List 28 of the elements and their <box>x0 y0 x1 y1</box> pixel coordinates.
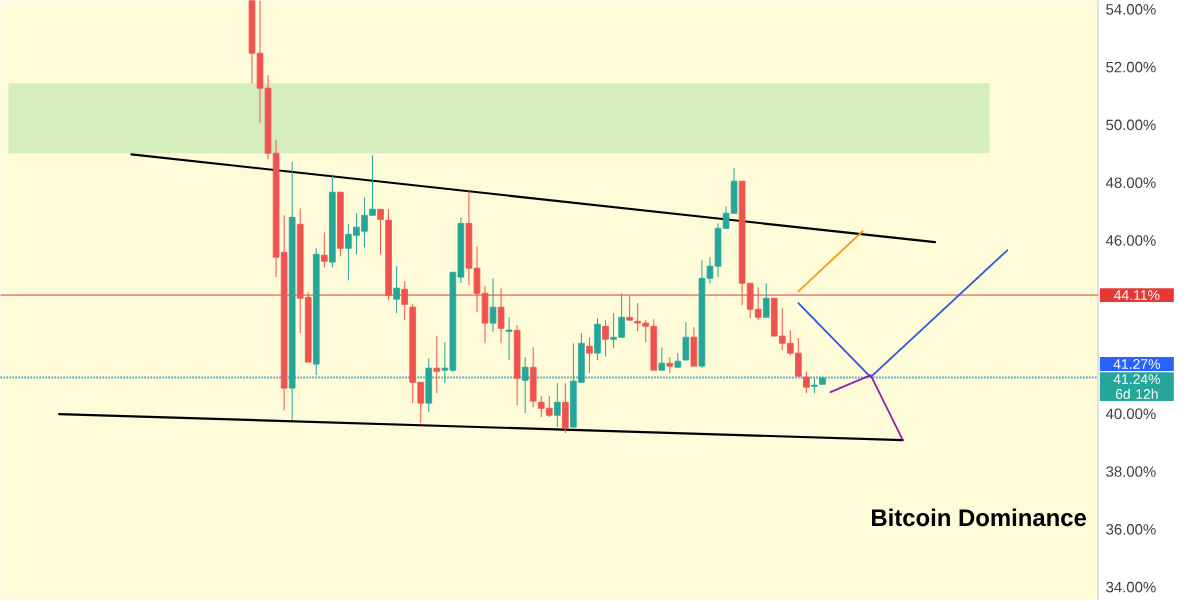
candlestick <box>497 287 505 345</box>
candlestick <box>505 317 513 361</box>
ref-line-label: 41.27% <box>1113 359 1160 370</box>
y-tick-label: 46.00% <box>1105 235 1156 246</box>
y-tick-label: 40.00% <box>1105 408 1156 420</box>
candlestick <box>762 282 770 319</box>
candlestick <box>586 336 593 374</box>
y-tick-label: 54.00% <box>1106 4 1156 15</box>
candlestick <box>321 232 328 269</box>
ref-line-label: 44.11% <box>1114 290 1160 301</box>
candlestick <box>401 280 408 321</box>
candlestick <box>489 278 497 334</box>
candlestick <box>433 335 441 395</box>
y-tick-label: 48.00% <box>1105 177 1156 189</box>
candlestick <box>377 208 384 256</box>
candlestick <box>554 382 561 428</box>
candlestick <box>658 347 666 371</box>
candlestick <box>602 319 609 358</box>
candlestick <box>682 321 690 361</box>
y-tick-label: 36.00% <box>1106 524 1156 535</box>
y-tick-label: 50.00% <box>1106 119 1156 131</box>
y-tick-label: 34.00% <box>1106 582 1156 593</box>
text: Bitcoin Dominance <box>871 508 1087 527</box>
y-tick-label: 52.00% <box>1106 62 1156 73</box>
candlestick <box>626 295 633 321</box>
candlestick <box>393 265 400 314</box>
y-tick-label: 38.00% <box>1106 466 1156 478</box>
ref-line-label: 41.24% 6d 12h <box>1113 374 1160 400</box>
